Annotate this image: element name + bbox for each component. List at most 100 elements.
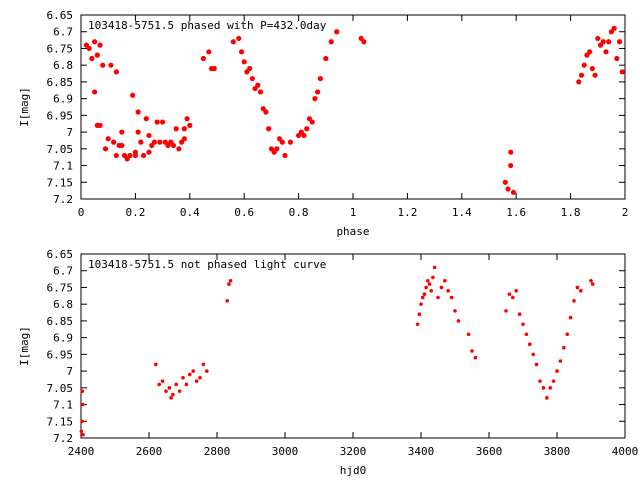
unphased-data-point [575, 285, 580, 290]
y-tick-label: 6.85 [47, 315, 74, 328]
x-tick-label: 0 [78, 206, 85, 219]
unphased-data-point [181, 375, 185, 380]
phased-data-point [146, 132, 152, 139]
y-tick-label: 7.1 [53, 160, 73, 173]
unphased-data-point [81, 432, 85, 437]
unphased-data-point [439, 285, 444, 290]
unphased-data-point [160, 379, 165, 383]
phased-data-point [143, 116, 149, 122]
unphased-data-point [431, 275, 435, 280]
phased-data-point [230, 39, 236, 45]
phased-data-point [578, 72, 585, 78]
unphased-data-point [517, 312, 522, 317]
unphased-data-point [470, 349, 474, 353]
unphased-data-point [555, 369, 559, 373]
phased-data-point [611, 25, 617, 31]
unphased-data-point [422, 292, 427, 296]
phased-plot-panel: 0 0.2 0.4 0.6 0.8 1 1.2 1.4 1.6 1.8 2 6.65 6.7 6.75 6.… [18, 9, 628, 238]
unphased-data-point [225, 299, 229, 303]
phased-data-point [119, 142, 125, 149]
phased-data-point [263, 109, 269, 115]
phased-data-point [592, 72, 598, 78]
unphased-data-point [169, 396, 173, 400]
y-tick-label: 7.2 [53, 432, 73, 445]
x-axis-label: hjd0 [340, 464, 367, 477]
phased-data-point [236, 35, 242, 42]
y-tick-label: 7.1 [53, 399, 73, 412]
y-tick-label: 6.8 [53, 298, 73, 311]
phased-data-point [211, 65, 217, 72]
phased-data-point [304, 126, 310, 132]
phased-data-point [581, 62, 587, 68]
y-tick-label: 7.05 [47, 382, 74, 395]
phased-data-point [600, 39, 606, 45]
phased-data-point [138, 139, 144, 145]
unphased-data-point [568, 315, 573, 320]
phased-data-point [181, 126, 187, 132]
phased-data-point [328, 39, 334, 45]
x-tick-label: 1.8 [561, 206, 581, 219]
unphased-plot-panel: 2400 2600 2800 3000 3200 3400 3600 3800 4000 6.65… [18, 248, 638, 477]
phased-data-point [94, 52, 100, 58]
y-tick-label: 6.95 [47, 348, 74, 361]
unphased-data-point [528, 342, 532, 347]
y-tick-label: 7.15 [47, 415, 74, 428]
x-tick-label: 1.4 [452, 206, 472, 219]
x-tick-label: 3200 [340, 445, 367, 458]
phased-data-point [140, 152, 147, 159]
unphased-data-point [548, 386, 552, 390]
unphased-data-point [589, 278, 593, 283]
unphased-data-point [205, 369, 209, 373]
x-tick-label: 3000 [272, 445, 299, 458]
x-tick-label: 2400 [68, 445, 95, 458]
y-tick-label: 7.2 [53, 193, 73, 206]
plot-frame [80, 253, 626, 439]
phased-data-point [113, 69, 119, 75]
unphased-data-point [415, 322, 420, 327]
unphased-data-point [184, 382, 189, 387]
x-tick-label: 1 [350, 206, 357, 219]
phased-data-point [279, 139, 285, 145]
unphased-data-point [157, 382, 161, 387]
unphased-data-point [524, 332, 529, 337]
unphased-data-point [79, 429, 84, 434]
phased-data-point [160, 119, 166, 125]
unphased-data-point [466, 332, 471, 337]
unphased-data-point [579, 289, 583, 293]
phased-data-point [127, 152, 133, 159]
phased-data-point [154, 119, 160, 125]
unphased-data-point [417, 312, 422, 317]
y-tick-label: 7.05 [47, 143, 74, 156]
phased-data-point [92, 39, 98, 45]
phased-data-point [102, 146, 109, 152]
unphased-data-point [164, 389, 168, 393]
phased-data-point [173, 126, 179, 132]
unphased-data-point [541, 386, 546, 390]
unphased-data-point [545, 396, 549, 400]
unphased-data-point [188, 372, 192, 377]
x-tick-label: 1.6 [506, 206, 526, 219]
x-tick-label: 1.2 [397, 206, 417, 219]
phased-data-point [334, 29, 340, 35]
phased-data-point [86, 45, 92, 52]
chart-title: 103418-5751.5 not phased light curve [88, 258, 326, 271]
unphased-data-point [565, 332, 569, 337]
unphased-data-point [572, 299, 576, 303]
phased-data-point [274, 146, 280, 152]
y-tick-label: 6.65 [47, 9, 74, 22]
phased-data-point [510, 189, 517, 195]
phased-data-point [587, 49, 593, 55]
unphased-data-point [449, 295, 454, 300]
phased-data-point [619, 69, 625, 75]
unphased-data-point [154, 362, 158, 367]
phased-data-point [595, 35, 601, 42]
phased-data-point [200, 55, 206, 62]
phased-data-point [238, 49, 245, 55]
y-tick-label: 6.95 [47, 109, 74, 122]
x-tick-label: 0.2 [125, 206, 145, 219]
y-tick-label: 6.9 [53, 93, 73, 106]
unphased-data-point [504, 309, 508, 313]
unphased-data-point [174, 382, 178, 387]
phased-data-point [146, 149, 152, 155]
